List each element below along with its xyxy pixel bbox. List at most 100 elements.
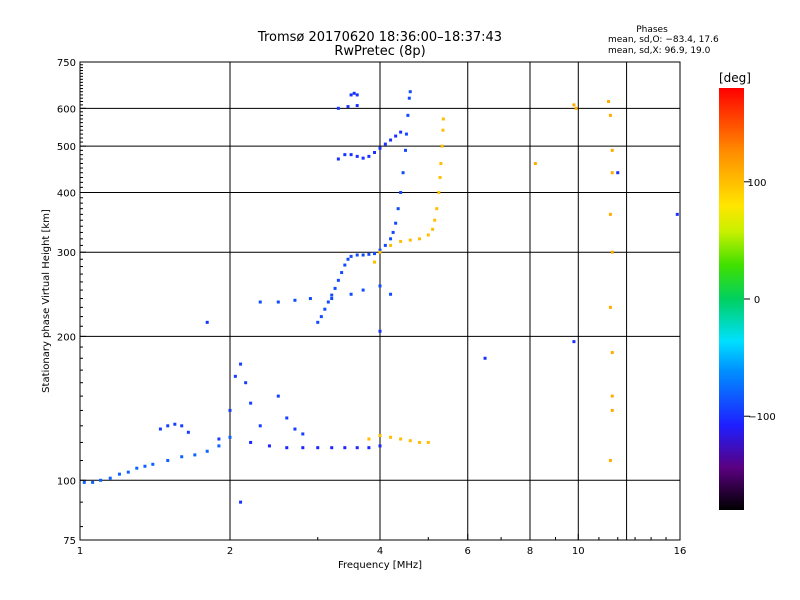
data-point	[378, 284, 382, 288]
data-point	[180, 424, 184, 428]
data-point	[319, 315, 323, 319]
data-point	[343, 263, 347, 267]
data-point	[267, 444, 271, 448]
data-point	[389, 138, 393, 142]
x-tick-label: 10	[572, 546, 585, 557]
data-point	[249, 401, 253, 405]
data-point	[389, 237, 393, 241]
data-point	[276, 300, 280, 304]
data-point	[404, 132, 408, 136]
data-point	[249, 440, 253, 444]
data-point	[336, 157, 340, 161]
data-point	[367, 446, 371, 450]
data-point	[355, 93, 359, 97]
data-point	[426, 233, 430, 237]
data-point	[217, 437, 221, 441]
data-point	[572, 103, 576, 107]
data-point	[316, 446, 320, 450]
data-point	[228, 435, 232, 439]
x-tick-label: 2	[227, 546, 233, 557]
y-tick-label: 200	[57, 332, 76, 343]
x-tick-label: 6	[465, 546, 471, 557]
data-point	[399, 239, 403, 243]
chart-title: Tromsø 20170620 18:36:00–18:37:43	[257, 30, 502, 45]
colorbar	[719, 88, 744, 510]
data-point	[316, 320, 320, 324]
data-points	[82, 90, 679, 504]
data-point	[403, 148, 407, 152]
data-point	[180, 455, 184, 459]
data-point	[383, 142, 387, 146]
data-point	[389, 435, 393, 439]
y-axis-label: Stationary phase Virtual Height [km]	[41, 209, 52, 393]
data-point	[440, 144, 444, 148]
colorbar-ticks: 100 0 −100	[744, 178, 776, 423]
data-point	[285, 416, 289, 420]
data-point	[437, 190, 441, 194]
data-point	[166, 424, 170, 428]
data-point	[205, 449, 209, 453]
data-point	[608, 305, 612, 309]
data-point	[391, 230, 395, 234]
data-point	[373, 252, 377, 256]
data-point	[378, 250, 382, 254]
data-point	[367, 252, 371, 256]
data-point	[217, 444, 221, 448]
data-point	[352, 91, 356, 95]
data-point	[389, 243, 393, 247]
data-point	[396, 207, 400, 211]
data-point	[608, 113, 612, 117]
data-point	[330, 297, 334, 301]
y-tick-label: 75	[63, 536, 76, 547]
data-point	[610, 148, 614, 152]
x-tick-label: 8	[527, 546, 533, 557]
data-point	[433, 218, 437, 222]
data-point	[239, 362, 243, 366]
data-point	[205, 320, 209, 324]
data-point	[117, 472, 121, 476]
data-point	[394, 134, 398, 138]
data-point	[616, 171, 620, 175]
data-point	[340, 271, 344, 275]
data-point	[108, 476, 112, 480]
data-point	[401, 171, 405, 175]
chart-subtitle: RwPretec (8p)	[334, 44, 425, 59]
data-point	[326, 300, 330, 304]
colorbar-tick-label: 0	[754, 295, 760, 306]
data-point	[399, 130, 403, 134]
data-point	[244, 381, 248, 385]
data-point	[343, 446, 347, 450]
data-point	[158, 427, 162, 431]
y-tick-label: 400	[57, 188, 76, 199]
grid-lines	[80, 62, 680, 540]
data-point	[126, 470, 130, 474]
data-point	[330, 293, 334, 297]
data-point	[417, 440, 421, 444]
stats-o-line: mean, sd,O: −83.4, 17.6	[608, 35, 719, 45]
data-point	[399, 437, 403, 441]
data-point	[417, 237, 421, 241]
data-point	[349, 93, 353, 97]
data-point	[373, 150, 377, 154]
colorbar-tick-label: 100	[747, 178, 766, 189]
data-point	[572, 340, 576, 344]
data-point	[349, 292, 353, 296]
data-point	[361, 288, 365, 292]
data-point	[91, 480, 95, 484]
y-tick-label: 750	[57, 58, 76, 69]
data-point	[533, 161, 537, 165]
data-point	[483, 356, 487, 360]
data-point	[610, 408, 614, 412]
data-point	[173, 422, 177, 426]
data-point	[285, 446, 289, 450]
data-point	[378, 434, 382, 438]
data-point	[610, 394, 614, 398]
data-point	[233, 374, 237, 378]
data-point	[574, 106, 578, 110]
data-point	[293, 427, 297, 431]
x-tick-label: 4	[377, 546, 383, 557]
data-point	[301, 432, 305, 436]
data-point	[431, 227, 435, 231]
data-point	[355, 154, 359, 158]
data-point	[355, 104, 359, 108]
